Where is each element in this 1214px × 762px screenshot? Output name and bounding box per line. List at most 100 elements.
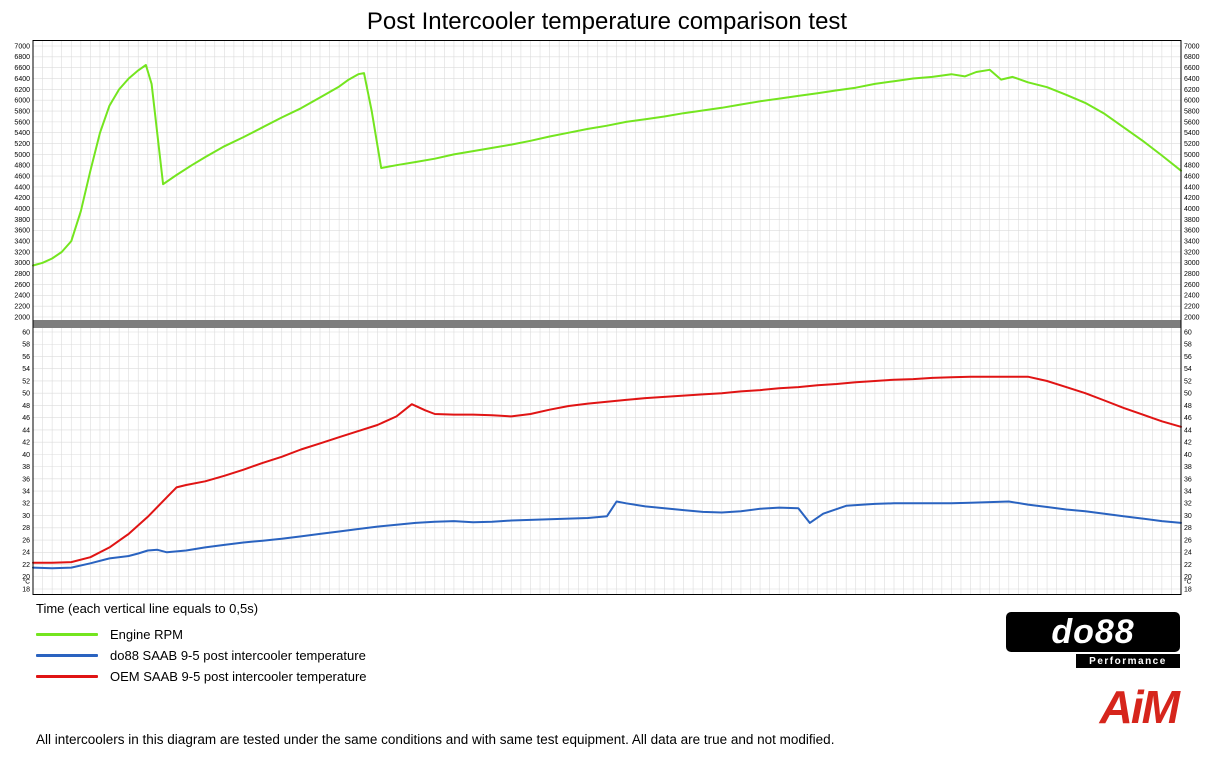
svg-text:22: 22: [1184, 562, 1192, 569]
svg-text:58: 58: [1184, 342, 1192, 349]
svg-text:4000: 4000: [1184, 206, 1200, 213]
svg-text:58: 58: [22, 342, 30, 349]
svg-text:36: 36: [1184, 476, 1192, 483]
svg-text:3200: 3200: [14, 249, 30, 256]
svg-text:7000: 7000: [1184, 43, 1200, 50]
svg-text:4800: 4800: [1184, 163, 1200, 170]
svg-text:°C: °C: [1184, 578, 1192, 586]
svg-text:18: 18: [1184, 586, 1192, 593]
svg-text:5600: 5600: [14, 119, 30, 126]
svg-text:3600: 3600: [14, 228, 30, 235]
chart-legend: Engine RPM do88 SAAB 9-5 post intercoole…: [36, 624, 367, 687]
svg-text:30: 30: [1184, 513, 1192, 520]
svg-text:3400: 3400: [1184, 239, 1200, 246]
svg-text:2800: 2800: [14, 271, 30, 278]
svg-text:48: 48: [1184, 403, 1192, 410]
svg-text:46: 46: [22, 415, 30, 422]
svg-text:22: 22: [22, 562, 30, 569]
svg-text:4400: 4400: [1184, 184, 1200, 191]
svg-text:60: 60: [1184, 329, 1192, 336]
svg-text:36: 36: [22, 476, 30, 483]
svg-text:2200: 2200: [1184, 304, 1200, 311]
svg-text:52: 52: [22, 378, 30, 385]
do88-logo-performance: Performance: [1076, 654, 1180, 668]
svg-text:5000: 5000: [1184, 152, 1200, 159]
chart-plot: 7000 7000 6800 6800 6600 6600 6400 6400 6200 6200…: [14, 40, 1200, 595]
svg-text:44: 44: [22, 427, 30, 434]
svg-text:5400: 5400: [14, 130, 30, 137]
svg-text:4000: 4000: [14, 206, 30, 213]
legend-label: do88 SAAB 9-5 post intercooler temperatu…: [110, 648, 366, 663]
svg-text:30: 30: [22, 513, 30, 520]
legend-item-engine-rpm: Engine RPM: [36, 624, 367, 645]
x-axis-note: Time (each vertical line equals to 0,5s): [36, 601, 259, 616]
aim-logo: AiM: [1099, 681, 1180, 733]
svg-text:56: 56: [1184, 354, 1192, 361]
svg-text:20: 20: [1184, 574, 1192, 581]
svg-text:46: 46: [1184, 415, 1192, 422]
svg-text:38: 38: [22, 464, 30, 471]
svg-text:6800: 6800: [14, 54, 30, 61]
svg-text:4200: 4200: [1184, 195, 1200, 202]
svg-text:3400: 3400: [14, 239, 30, 246]
legend-swatch-engine-rpm: [36, 633, 98, 636]
svg-text:5000: 5000: [14, 152, 30, 159]
svg-text:54: 54: [1184, 366, 1192, 373]
svg-text:24: 24: [22, 550, 30, 557]
svg-text:5200: 5200: [1184, 141, 1200, 148]
svg-text:3800: 3800: [14, 217, 30, 224]
svg-text:32: 32: [22, 501, 30, 508]
svg-text:28: 28: [1184, 525, 1192, 532]
legend-label: OEM SAAB 9-5 post intercooler temperatur…: [110, 669, 367, 684]
svg-text:40: 40: [22, 452, 30, 459]
legend-swatch-oem-temp: [36, 675, 98, 678]
svg-text:50: 50: [22, 391, 30, 398]
svg-text:5800: 5800: [1184, 108, 1200, 115]
svg-text:6200: 6200: [1184, 87, 1200, 94]
svg-text:6000: 6000: [1184, 98, 1200, 105]
svg-text:40: 40: [1184, 452, 1192, 459]
svg-text:26: 26: [1184, 537, 1192, 544]
svg-text:4400: 4400: [14, 184, 30, 191]
svg-text:42: 42: [1184, 440, 1192, 447]
svg-text:28: 28: [22, 525, 30, 532]
svg-text:4200: 4200: [14, 195, 30, 202]
svg-text:3000: 3000: [14, 260, 30, 267]
do88-logo: do88 Performance: [1006, 612, 1180, 668]
svg-text:6000: 6000: [14, 98, 30, 105]
svg-text:48: 48: [22, 403, 30, 410]
svg-text:6200: 6200: [14, 87, 30, 94]
svg-text:4600: 4600: [1184, 173, 1200, 180]
footer-note: All intercoolers in this diagram are tes…: [36, 732, 835, 747]
svg-text:6600: 6600: [14, 65, 30, 72]
svg-text:52: 52: [1184, 378, 1192, 385]
svg-text:4800: 4800: [14, 163, 30, 170]
svg-text:56: 56: [22, 354, 30, 361]
svg-text:6800: 6800: [1184, 54, 1200, 61]
svg-text:4600: 4600: [14, 173, 30, 180]
svg-text:44: 44: [1184, 427, 1192, 434]
svg-text:2800: 2800: [1184, 271, 1200, 278]
svg-text:38: 38: [1184, 464, 1192, 471]
svg-text:3000: 3000: [1184, 260, 1200, 267]
svg-text:6400: 6400: [14, 76, 30, 83]
svg-text:24: 24: [1184, 550, 1192, 557]
svg-text:°C: °C: [23, 578, 31, 586]
svg-text:3600: 3600: [1184, 228, 1200, 235]
svg-text:2600: 2600: [14, 282, 30, 289]
legend-swatch-do88-temp: [36, 654, 98, 657]
svg-text:2400: 2400: [14, 293, 30, 300]
svg-text:6400: 6400: [1184, 76, 1200, 83]
do88-logo-text: do88: [1006, 612, 1180, 652]
svg-text:2600: 2600: [1184, 282, 1200, 289]
svg-text:5600: 5600: [1184, 119, 1200, 126]
svg-text:5800: 5800: [14, 108, 30, 115]
svg-text:2200: 2200: [14, 304, 30, 311]
svg-text:2400: 2400: [1184, 293, 1200, 300]
svg-text:60: 60: [22, 329, 30, 336]
svg-text:5200: 5200: [14, 141, 30, 148]
svg-text:2000: 2000: [1184, 314, 1200, 321]
svg-text:7000: 7000: [14, 43, 30, 50]
svg-text:54: 54: [22, 366, 30, 373]
